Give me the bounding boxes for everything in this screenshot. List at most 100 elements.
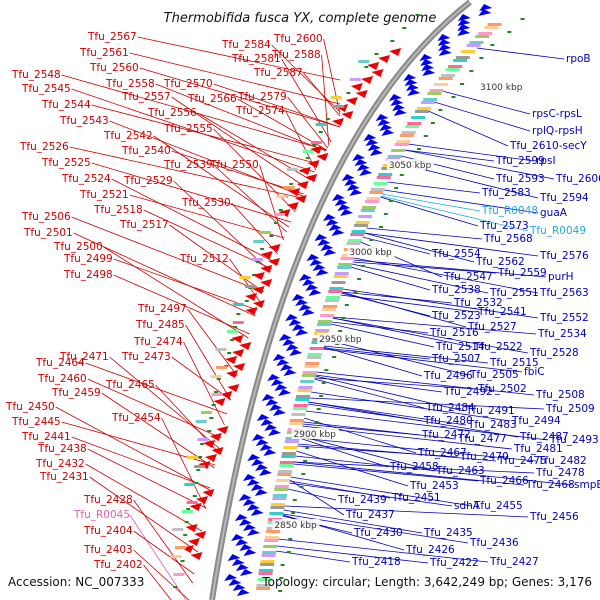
cog-block [232, 303, 244, 306]
gene-label: Tfu_2588 [271, 49, 321, 61]
leader-line [155, 83, 327, 152]
leader-line [71, 436, 211, 489]
reverse-gene-arrow [312, 264, 326, 271]
trna-tick [200, 443, 205, 445]
forward-gene-arrow [185, 524, 198, 532]
gene-label: purH [548, 271, 574, 283]
leader-line [296, 450, 409, 487]
gene-label: Tfu_2482 [537, 455, 587, 467]
reverse-gene-arrow [388, 94, 402, 101]
forward-gene-arrow [203, 440, 216, 448]
leader-line [113, 258, 258, 311]
gene-label: Tfu_2496 [423, 370, 473, 382]
leader-line [278, 538, 489, 563]
cog-block [337, 266, 352, 269]
trna-tick [216, 378, 221, 380]
scale-mark-label: 3100 kbp [480, 83, 523, 93]
gene-label: Tfu_2515 [489, 357, 539, 369]
cog-block [453, 59, 468, 62]
gene-label: rplQ-rpsH [532, 125, 583, 137]
gene-label: Tfu_2436 [469, 537, 519, 549]
gene-label: Tfu_2499 [63, 253, 113, 265]
reverse-gene-arrow [438, 49, 452, 56]
cog-block [272, 497, 287, 500]
reverse-gene-arrow [265, 399, 279, 406]
cog-block [455, 56, 470, 59]
reverse-gene-arrow [392, 104, 406, 111]
leader-line [129, 194, 285, 239]
leader-line [171, 150, 304, 195]
reverse-gene-arrow [438, 44, 452, 51]
scale-mark-label: 2850 kbp [274, 521, 317, 531]
reverse-gene-arrow [349, 189, 363, 196]
cog-block [448, 65, 463, 68]
forward-gene-arrow [305, 174, 318, 182]
trna-tick [479, 57, 484, 59]
leader-line [129, 52, 341, 105]
gene-label: Tfu_2525 [41, 157, 91, 169]
leader-line [133, 549, 190, 600]
gene-label: Tfu_2599 [495, 155, 545, 167]
gene-label: Tfu_2439 [337, 494, 387, 506]
forward-gene-arrow [189, 503, 202, 511]
cog-block [469, 41, 484, 44]
leader-line [362, 236, 431, 255]
leader-line [171, 96, 307, 189]
gene-label: Tfu_2474 [133, 336, 183, 348]
forward-gene-arrow [307, 160, 320, 168]
leader-line [213, 128, 296, 213]
gene-label: Tfu_2456 [529, 511, 579, 523]
trna-tick [184, 521, 189, 523]
cog-block [269, 512, 284, 515]
leader-line [314, 378, 425, 409]
trna-tick [399, 174, 404, 176]
reverse-gene-arrow [234, 514, 248, 521]
reverse-gene-arrow [379, 124, 393, 131]
leader-line [381, 193, 481, 212]
gene-label: Tfu_2441 [21, 431, 71, 443]
gene-label: Tfu_2552 [539, 312, 589, 324]
gene-label: Tfu_2478 [535, 467, 585, 479]
gene-label: Tfu_2558 [105, 78, 155, 90]
trna-tick [430, 122, 435, 124]
leader-line [290, 476, 473, 507]
leader-line [283, 509, 423, 534]
reverse-gene-arrow [325, 219, 339, 226]
gene-label: Tfu_2522 [473, 341, 523, 353]
trna-tick [490, 44, 495, 46]
cog-block [283, 186, 295, 189]
cog-block [289, 419, 304, 422]
cog-block [263, 545, 278, 548]
cog-block [461, 50, 476, 53]
gene-label: Tfu_2545 [21, 83, 71, 95]
cog-block [265, 530, 280, 533]
reverse-gene-arrow [250, 484, 264, 491]
gene-label: Tfu_2484 [425, 402, 475, 414]
trna-tick [325, 118, 330, 120]
leader-line [332, 317, 529, 354]
leader-line [342, 288, 539, 319]
cog-block [271, 503, 286, 506]
trna-tick [230, 339, 235, 341]
cog-block [276, 195, 288, 198]
reverse-gene-arrow [285, 314, 299, 321]
gene-label: Tfu_2541 [477, 306, 527, 318]
reverse-gene-arrow [306, 254, 320, 261]
reverse-gene-arrow [301, 309, 315, 316]
gene-label: Tfu_2445 [11, 416, 61, 428]
reverse-gene-arrow [272, 354, 286, 361]
reverse-gene-arrow [259, 444, 273, 451]
trna-tick [314, 421, 319, 423]
forward-gene-arrow [361, 76, 374, 84]
leader-line [183, 341, 225, 426]
trna-tick [291, 512, 296, 514]
leader-line [284, 505, 529, 518]
gene-label: Tfu_2528 [529, 347, 579, 359]
gene-label: Tfu_2485 [135, 319, 185, 331]
gene-label: Tfu_2458 [389, 461, 439, 473]
cog-block [274, 213, 286, 216]
cog-block [307, 353, 322, 356]
gene-label: Tfu_2467 [417, 447, 467, 459]
cog-block [274, 488, 289, 491]
forward-gene-arrow [350, 83, 363, 91]
